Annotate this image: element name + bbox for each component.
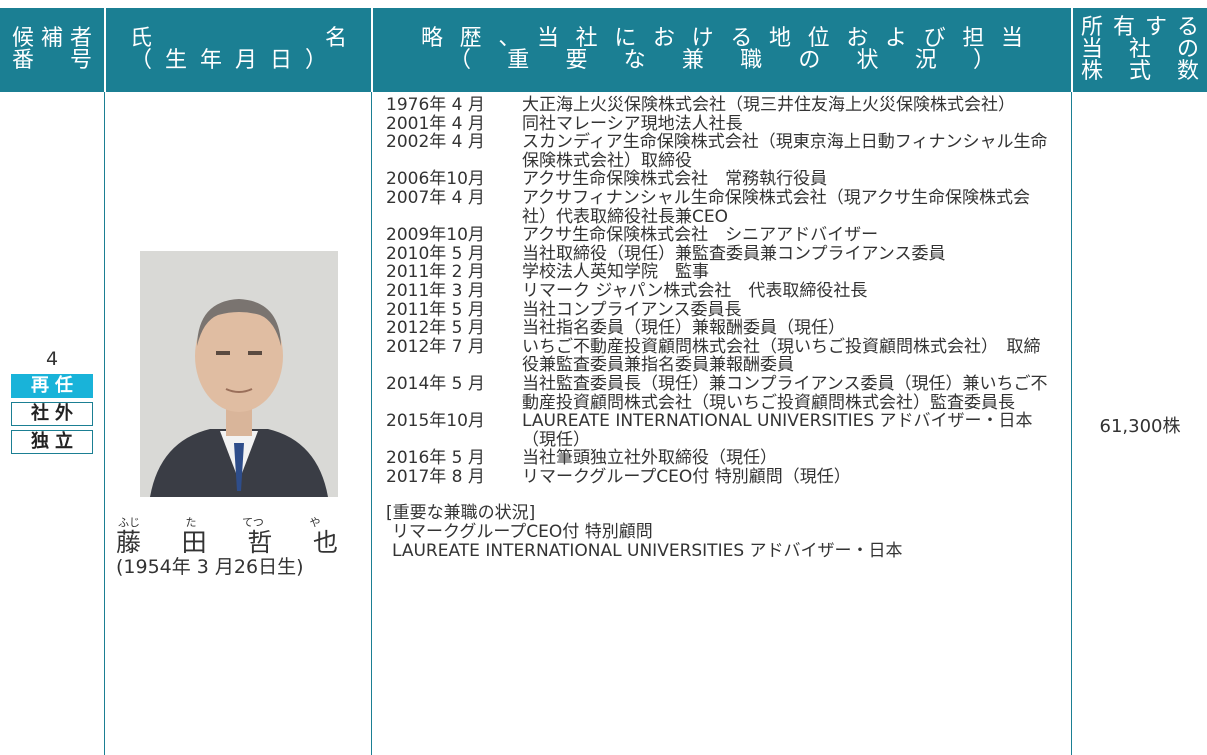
header-text: 氏名 — [130, 26, 347, 51]
header-text: 株式数 — [1081, 59, 1199, 84]
career-text: いちご不動産投資顧問株式会社（現いちご投資顧問株式会社） 取締役兼監査委員兼指名… — [522, 336, 1041, 376]
birth-date: (1954年 3 月26日生) — [116, 556, 304, 578]
ruby-text: た — [185, 516, 197, 529]
ruby-text: てつ — [242, 516, 264, 529]
header-candidate-no: 候補者 番号 — [0, 8, 104, 92]
career-text: アクサフィナンシャル生命保険株式会社（現アクサ生命保険株式会社）代表取締役社長兼… — [522, 187, 1030, 227]
header-shares: 所有する 当社の 株式数 — [1073, 8, 1207, 92]
badge: 社外 — [11, 402, 93, 426]
concurrent-item: LAUREATE INTERNATIONAL UNIVERSITIES アドバイ… — [392, 540, 903, 561]
career-row: 2002年 4 月 スカンディア生命保険株式会社（現東京海上日動フィナンシャル生命… — [386, 133, 1066, 170]
career-row: 2017年 8 月 リマークグループCEO付 特別顧問（現任） — [386, 468, 1066, 487]
career-text: スカンディア生命保険株式会社（現東京海上日動フィナンシャル生命保険株式会社）取締… — [522, 132, 1048, 171]
career-row: 2015年10月 LAUREATE INTERNATIONAL UNIVERSIT… — [386, 412, 1066, 449]
career-text: 当社取締役（現任）兼監査委員兼コンプライアンス委員 — [522, 243, 946, 264]
career-text: アクサ生命保険株式会社 常務執行役員 — [522, 169, 828, 190]
name-char: 也 — [312, 528, 338, 557]
ruby-text: や — [309, 516, 321, 529]
career-text: 当社筆頭独立社外取締役（現任） — [522, 448, 777, 469]
career-row: 2011年 5 月 当社コンプライアンス委員長 — [386, 299, 1066, 320]
portrait — [140, 251, 338, 497]
header-text: 番号 — [12, 48, 92, 73]
career-row: 2011年 2 月 学校法人英知学院 監事 — [386, 263, 1066, 282]
career-date: 2015年10月 — [386, 411, 485, 432]
name: 藤田哲也 — [116, 530, 338, 556]
career-date: 2007年 4 月 — [386, 187, 485, 208]
career-text: LAUREATE INTERNATIONAL UNIVERSITIES アドバイ… — [522, 411, 1033, 450]
column-border — [1071, 92, 1072, 755]
name-char: 藤 — [116, 528, 142, 557]
name-char: 哲 — [247, 528, 273, 557]
career-date: 2009年10月 — [386, 225, 485, 246]
career-date: 2011年 2 月 — [386, 262, 485, 283]
career-list: 1976年 4 月大正海上火災保険株式会社（現三井住友海上火災保険株式会社） 20… — [386, 96, 1066, 560]
name-block: ふじ た てつ や 藤 田 哲 也 (1954年 3 月26日生) — [116, 514, 366, 578]
career-date: 2001年 4 月 — [386, 113, 485, 134]
career-text: 当社監査委員長（現任）兼コンプライアンス委員（現任）兼いちご不動産投資顧問株式会… — [522, 373, 1048, 413]
career-row: 2012年 5 月 当社指名委員（現任）兼報酬委員（現任） — [386, 319, 1066, 338]
concurrent-heading: [重要な兼職の状況] — [386, 503, 536, 524]
badge: 再任 — [11, 374, 93, 398]
career-date: 2012年 5 月 — [386, 318, 485, 339]
concurrent-item: リマークグループCEO付 特別顧問 — [392, 522, 653, 543]
career-text: 学校法人英知学院 監事 — [522, 262, 709, 283]
header-text: （重要な兼職の状況） — [449, 48, 995, 73]
candidate-number: 4 — [45, 348, 59, 370]
career-date: 2011年 5 月 — [386, 299, 485, 320]
career-text: 当社コンプライアンス委員長 — [522, 299, 742, 320]
career-date: 2016年 5 月 — [386, 448, 485, 469]
career-date: 2012年 7 月 — [386, 336, 485, 357]
header-text: 所有する — [1081, 15, 1199, 40]
career-text: リマークグループCEO付 特別顧問（現任） — [522, 466, 851, 487]
career-row: 2009年10月 アクサ生命保険株式会社 シニアアドバイザー — [386, 226, 1066, 245]
career-row: 2001年 4 月 同社マレーシア現地法人社長 — [386, 113, 1066, 134]
header-career: 略歴、当社における地位および担当 （重要な兼職の状況） — [373, 8, 1071, 92]
career-row: 2012年 7 月 いちご不動産投資顧問株式会社（現いちご投資顧問株式会社） 取締… — [386, 336, 1066, 376]
career-date: 2011年 3 月 — [386, 280, 485, 301]
career-date: 1976年 4 月 — [386, 95, 485, 115]
badge: 独立 — [11, 430, 93, 454]
career-date: 2017年 8 月 — [386, 466, 485, 487]
career-date: 2002年 4 月 — [386, 132, 485, 153]
header-text: 当社の — [1081, 37, 1199, 62]
career-row: 2006年10月 アクサ生命保険株式会社 常務執行役員 — [386, 170, 1066, 189]
career-text: 同社マレーシア現地法人社長 — [522, 113, 743, 134]
column-border — [104, 92, 105, 755]
career-date: 2014年 5 月 — [386, 373, 485, 394]
column-border — [371, 92, 372, 755]
career-row: 2007年 4 月 アクサフィナンシャル生命保険株式会社（現アクサ生命保険株式会社… — [386, 189, 1066, 226]
header-text: 略歴、当社における地位および担当 — [421, 26, 1023, 51]
career-date: 2006年10月 — [386, 169, 485, 190]
candidate-cell: 4 再任 社外 独立 — [0, 348, 104, 454]
shares: 61,300株 — [1099, 416, 1181, 437]
career-date: 2010年 5 月 — [386, 243, 485, 264]
name-ruby: ふじ た てつ や — [116, 514, 328, 530]
name-char: 田 — [181, 528, 207, 557]
header-text: （生年月日） — [130, 48, 327, 73]
career-row: 2010年 5 月 当社取締役（現任）兼監査委員兼コンプライアンス委員 — [386, 245, 1066, 264]
header-name: 氏名 （生年月日） — [106, 8, 371, 92]
career-row: 2014年 5 月 当社監査委員長（現任）兼コンプライアンス委員（現任）兼いちご不… — [386, 375, 1066, 412]
career-text: アクサ生命保険株式会社 シニアアドバイザー — [522, 225, 879, 246]
career-row: 1976年 4 月 大正海上火災保険株式会社（現三井住友海上火災保険株式会社） — [386, 96, 1066, 115]
career-row: 2016年 5 月 当社筆頭独立社外取締役（現任） — [386, 449, 1066, 468]
header-text: 候補者 — [12, 26, 92, 51]
career-text: リマーク ジャパン株式会社 代表取締役社長 — [522, 280, 868, 301]
career-row: 2011年 3 月 リマーク ジャパン株式会社 代表取締役社長 — [386, 282, 1066, 301]
career-text: 当社指名委員（現任）兼報酬委員（現任） — [522, 318, 845, 339]
ruby-text: ふじ — [118, 516, 140, 529]
career-text: 大正海上火災保険株式会社（現三井住友海上火災保険株式会社） — [522, 95, 1015, 115]
